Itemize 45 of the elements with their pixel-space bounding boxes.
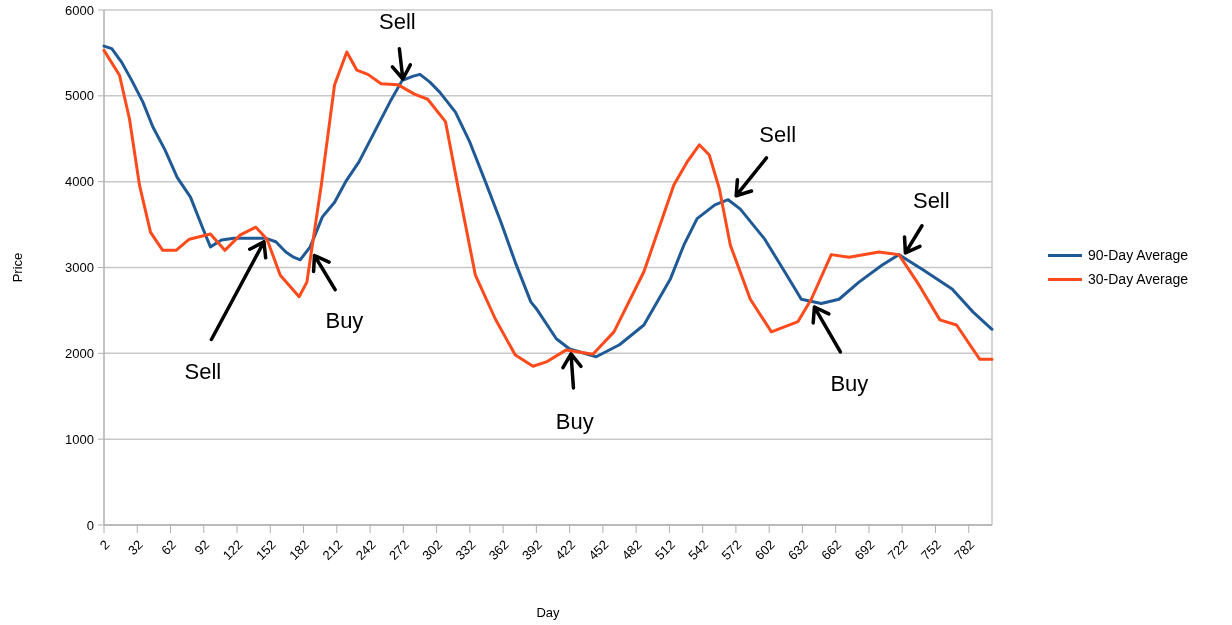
annotation: Sell xyxy=(759,121,797,147)
x-tick-label: 272 xyxy=(385,536,412,563)
x-tick-label: 542 xyxy=(685,536,712,563)
x-tick-label: 392 xyxy=(518,536,545,563)
x-tick-label: 512 xyxy=(652,536,678,563)
y-tick-label: 1000 xyxy=(65,431,94,447)
y-axis-title: Price xyxy=(10,252,25,283)
x-axis-title: Day xyxy=(536,605,561,620)
y-tick-label: 5000 xyxy=(65,88,94,104)
x-tick-label: 122 xyxy=(219,536,246,563)
y-tick-label: 6000 xyxy=(65,2,94,18)
y-tick-label: 2000 xyxy=(65,345,94,361)
x-tick-label: 92 xyxy=(191,536,213,558)
annotation: Buy xyxy=(555,409,594,435)
x-tick-label: 632 xyxy=(785,536,811,563)
y-tick-label: 4000 xyxy=(65,174,94,190)
x-tick-label: 62 xyxy=(158,536,180,558)
legend-label: 30-Day Average xyxy=(1088,271,1189,288)
x-tick-label: 482 xyxy=(618,536,645,563)
x-tick-label: 602 xyxy=(751,536,778,563)
x-tick-label: 722 xyxy=(884,536,911,563)
x-tick-label: 212 xyxy=(319,536,346,563)
x-tick-label: 452 xyxy=(585,536,612,563)
x-tick-label: 782 xyxy=(951,536,978,563)
x-tick-label: 752 xyxy=(918,536,945,563)
x-tick-label: 422 xyxy=(552,536,579,563)
x-tick-label: 2 xyxy=(96,536,113,553)
x-tick-label: 662 xyxy=(818,536,845,563)
x-tick-label: 572 xyxy=(718,536,745,563)
x-tick-label: 362 xyxy=(485,536,512,563)
x-tick-label: 32 xyxy=(124,536,146,558)
x-tick-label: 182 xyxy=(286,536,313,563)
annotation: Buy xyxy=(830,370,869,396)
annotation: Sell xyxy=(184,358,222,384)
legend-label: 90-Day Average xyxy=(1088,247,1189,264)
x-tick-label: 332 xyxy=(452,536,479,563)
x-tick-label: 152 xyxy=(252,536,279,563)
x-tick-label: 242 xyxy=(352,536,379,563)
annotation: Buy xyxy=(325,308,364,334)
x-tick-label: 302 xyxy=(419,536,446,563)
y-tick-label: 0 xyxy=(86,517,94,533)
annotation: Sell xyxy=(912,188,950,214)
y-tick-label: 3000 xyxy=(65,260,94,276)
annotation: Sell xyxy=(378,8,416,34)
x-tick-label: 692 xyxy=(851,536,878,563)
